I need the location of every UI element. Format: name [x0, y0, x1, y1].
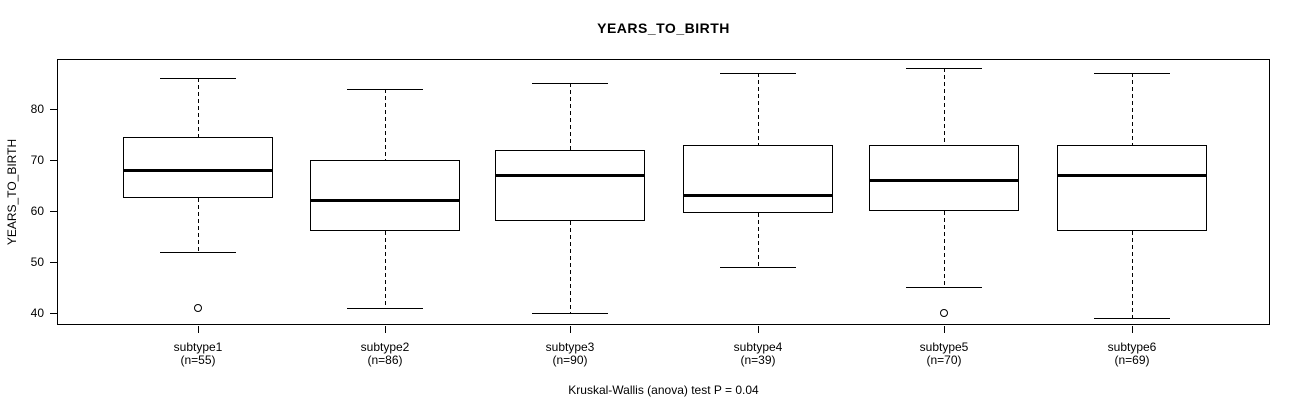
y-tick-label: 50 [30, 254, 44, 269]
median-line [1057, 173, 1207, 177]
group-label-n: (n=39) [740, 353, 776, 367]
median-line [869, 178, 1019, 182]
box [683, 144, 833, 214]
y-tick [50, 210, 57, 212]
outlier-point [940, 308, 948, 317]
group-label-name: subtype6 [1107, 340, 1157, 354]
group-label-n: (n=55) [180, 353, 216, 367]
median-line [495, 173, 645, 177]
whisker-upper [758, 73, 759, 145]
y-tick [50, 159, 57, 161]
whisker-lower [758, 213, 759, 267]
group-label: subtype3 (n=90) [485, 341, 655, 367]
median-line [310, 199, 460, 203]
whisker-cap-lower [720, 266, 796, 268]
group-label-n: (n=86) [367, 353, 403, 367]
box [310, 159, 460, 232]
whisker-cap-lower [160, 251, 236, 253]
whisker-cap-lower [347, 307, 423, 309]
group-label: subtype1 (n=55) [113, 341, 283, 367]
group-label-name: subtype1 [173, 340, 223, 354]
whisker-lower [385, 231, 386, 308]
group-label: subtype6 (n=69) [1047, 341, 1217, 367]
y-tick-label: 60 [30, 203, 44, 218]
box [495, 149, 645, 222]
x-tick [944, 326, 945, 333]
x-tick [1132, 326, 1133, 333]
whisker-upper [1132, 73, 1133, 145]
group-label: subtype5 (n=70) [859, 341, 1029, 367]
y-tick-label: 80 [30, 101, 44, 116]
group-label-name: subtype4 [733, 340, 783, 354]
plot-frame [57, 59, 1270, 325]
whisker-cap-lower [532, 312, 608, 314]
whisker-cap-upper [720, 73, 796, 75]
whisker-cap-upper [906, 68, 982, 70]
x-tick [198, 326, 199, 333]
whisker-cap-lower [1094, 317, 1170, 319]
y-tick-label: 70 [30, 152, 44, 167]
whisker-upper [385, 88, 386, 160]
x-tick [758, 326, 759, 333]
stats-caption: Kruskal-Wallis (anova) test P = 0.04 [568, 383, 759, 397]
group-label-n: (n=69) [1114, 353, 1150, 367]
whisker-cap-upper [347, 88, 423, 90]
whisker-upper [944, 68, 945, 145]
y-tick-label: 40 [30, 305, 44, 320]
group-label-n: (n=70) [926, 353, 962, 367]
outlier-point [194, 303, 202, 312]
whisker-cap-upper [1094, 73, 1170, 75]
y-tick [50, 261, 57, 263]
box [123, 136, 273, 199]
whisker-upper [198, 78, 199, 137]
group-label-n: (n=90) [552, 353, 588, 367]
whisker-lower [944, 210, 945, 288]
whisker-cap-lower [906, 287, 982, 289]
group-label-name: subtype2 [360, 340, 410, 354]
group-label-name: subtype5 [919, 340, 969, 354]
whisker-lower [570, 221, 571, 313]
whisker-upper [570, 83, 571, 150]
box [1057, 144, 1207, 232]
median-line [123, 168, 273, 172]
box [869, 144, 1019, 211]
x-tick [570, 326, 571, 333]
group-label: subtype4 (n=39) [673, 341, 843, 367]
y-tick [50, 108, 57, 110]
whisker-cap-upper [160, 78, 236, 80]
group-label: subtype2 (n=86) [300, 341, 470, 367]
chart-title: YEARS_TO_BIRTH [597, 20, 730, 36]
whisker-lower [198, 198, 199, 252]
median-line [683, 194, 833, 198]
group-label-name: subtype3 [545, 340, 595, 354]
x-tick [385, 326, 386, 333]
whisker-lower [1132, 231, 1133, 318]
whisker-cap-upper [532, 83, 608, 85]
y-tick [50, 312, 57, 314]
